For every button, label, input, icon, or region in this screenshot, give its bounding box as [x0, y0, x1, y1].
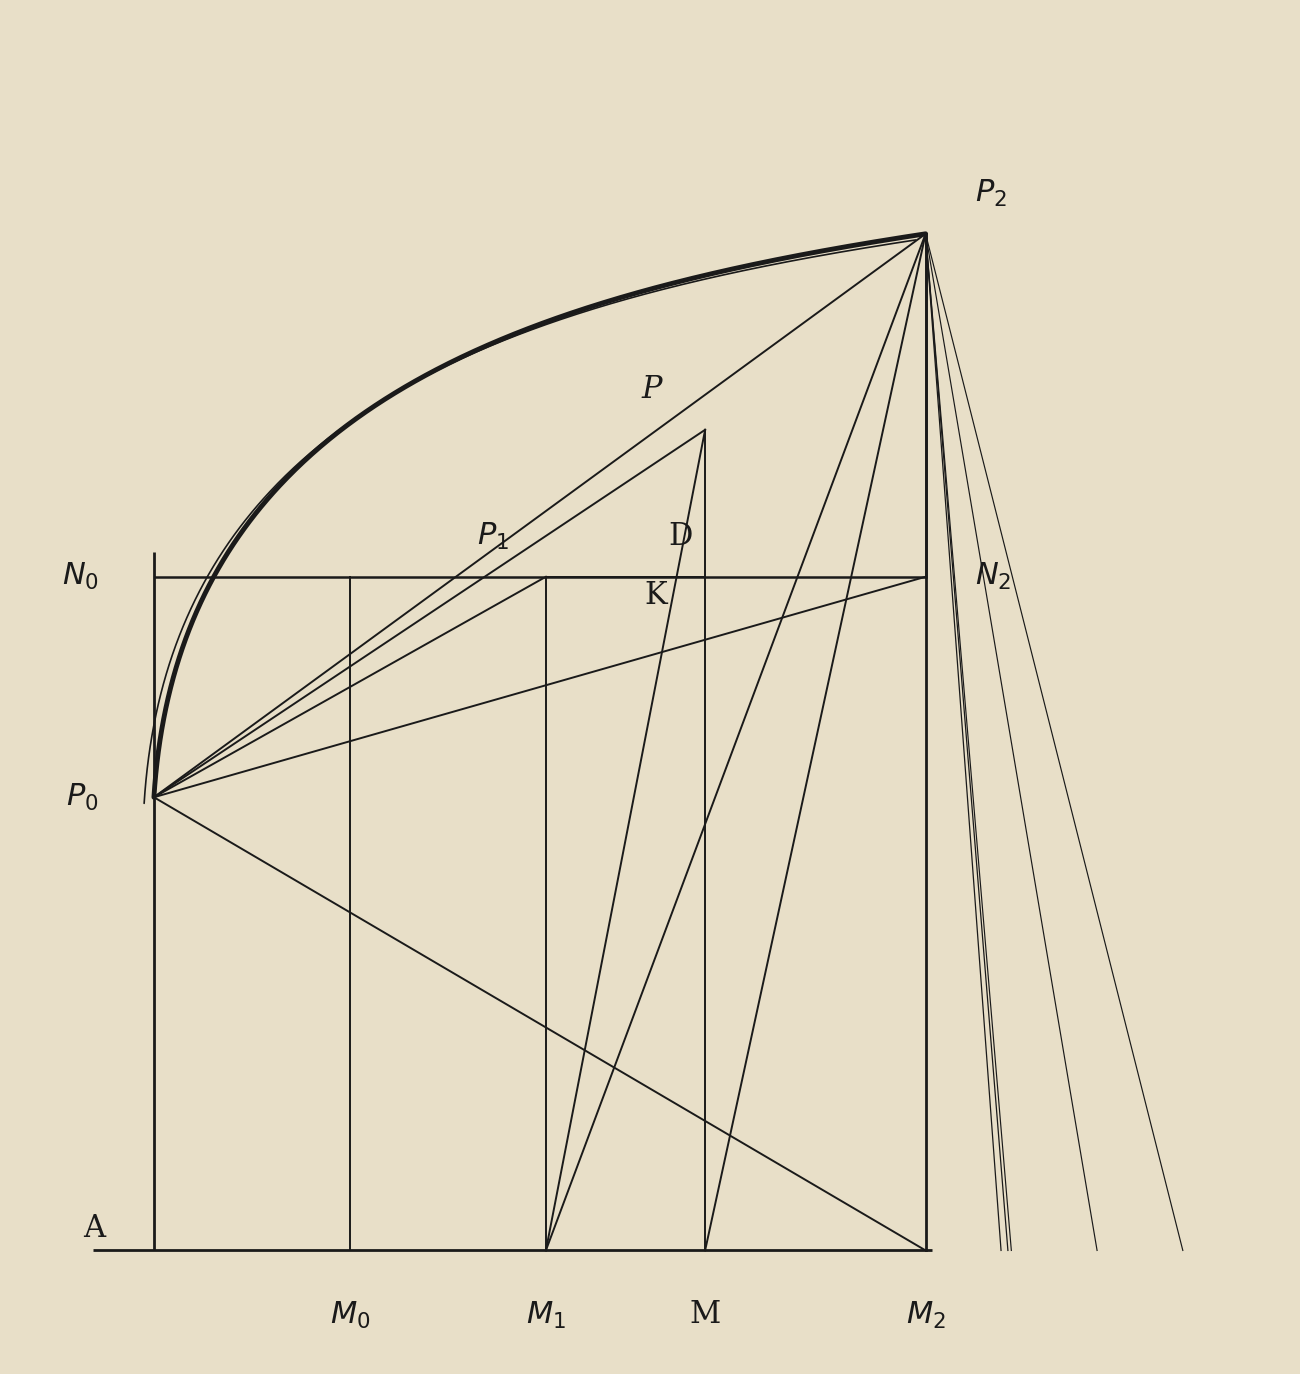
Text: $N_2$: $N_2$ — [975, 561, 1011, 592]
Text: A: A — [83, 1213, 105, 1243]
Text: $M_1$: $M_1$ — [526, 1300, 566, 1330]
Text: $P_1$: $P_1$ — [477, 521, 510, 552]
Text: K: K — [644, 580, 667, 610]
Text: $M_0$: $M_0$ — [330, 1300, 370, 1330]
Text: P: P — [642, 374, 662, 405]
Text: M: M — [689, 1300, 720, 1330]
Text: $N_0$: $N_0$ — [62, 561, 99, 592]
Text: $P_2$: $P_2$ — [975, 179, 1006, 209]
Text: $M_2$: $M_2$ — [906, 1300, 945, 1330]
Text: $P_0$: $P_0$ — [66, 782, 99, 813]
Text: D: D — [668, 521, 693, 552]
